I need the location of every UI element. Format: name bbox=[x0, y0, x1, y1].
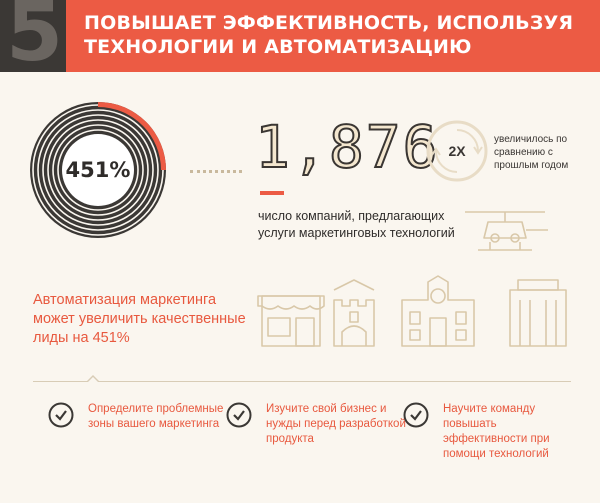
divider bbox=[33, 381, 571, 382]
companies-count: 1,876 bbox=[254, 113, 440, 181]
dotted-connector bbox=[190, 170, 242, 173]
tip-2-text: Изучите свой бизнес и нужды перед разраб… bbox=[266, 403, 406, 445]
clock-building-icon bbox=[401, 275, 475, 347]
refresh-circle-icon bbox=[426, 120, 488, 182]
title-line-2: ТЕХНОЛОГИИ И АВТОМАТИЗАЦИЮ bbox=[84, 36, 472, 58]
donut-value: 451% bbox=[65, 158, 131, 182]
checkmark-icon bbox=[226, 402, 252, 428]
castle-icon bbox=[333, 279, 375, 347]
title-line-1: ПОВЫШАЕТ ЭФФЕКТИВНОСТЬ, ИСПОЛЬЗУЯ bbox=[84, 12, 574, 34]
checkmark-icon bbox=[403, 402, 429, 428]
section-number: 5 bbox=[6, 0, 64, 72]
companies-description: число компаний, предлагающих услуги марк… bbox=[258, 209, 455, 240]
automation-claim: Автоматизация маркетинга может увеличить… bbox=[33, 292, 246, 346]
tip-3-text: Научите команду повышать эффективности п… bbox=[443, 403, 550, 460]
divider-pointer-fill bbox=[87, 377, 99, 383]
section-number-box: 5 bbox=[0, 0, 66, 72]
title-banner: ПОВЫШАЕТ ЭФФЕКТИВНОСТЬ, ИСПОЛЬЗУЯ ТЕХНОЛ… bbox=[66, 0, 600, 72]
helicopter-icon bbox=[465, 211, 548, 251]
checkmark-icon bbox=[48, 402, 74, 428]
shop-icon bbox=[257, 295, 325, 347]
accent-bar bbox=[260, 191, 284, 195]
tip-1-text: Определите проблемные зоны вашего маркет… bbox=[88, 403, 224, 430]
growth-description: увеличилось по сравнению с прошлым годом bbox=[494, 134, 569, 171]
donut-rings bbox=[30, 102, 166, 238]
office-building-icon bbox=[509, 279, 567, 347]
growth-value: 2X bbox=[448, 143, 466, 159]
